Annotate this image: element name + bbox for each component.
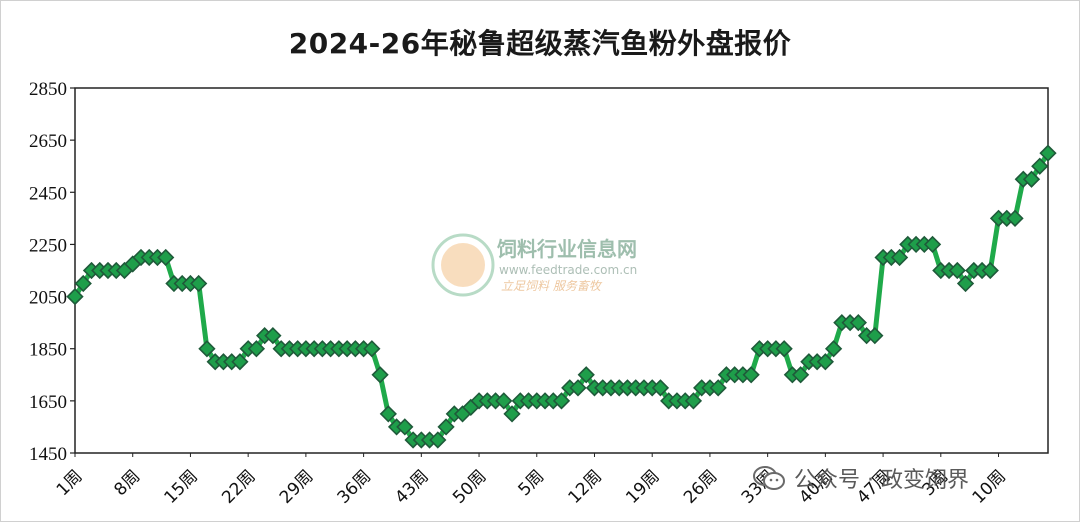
data-point	[157, 248, 175, 267]
x-tick-label: 22周	[218, 466, 259, 507]
watermark-name: 饲料行业信息网	[496, 237, 637, 261]
data-point	[198, 340, 216, 358]
data-point	[824, 340, 843, 358]
data-point	[651, 379, 670, 397]
y-tick-label: 2050	[29, 288, 67, 309]
watermark-slogan: 立足饲料 服务畜牧	[501, 279, 603, 293]
data-point	[1006, 209, 1024, 227]
data-point	[866, 327, 884, 345]
data-point	[1022, 170, 1041, 188]
x-tick-label: 43周	[391, 466, 432, 507]
watermark-logo-icon	[431, 233, 495, 297]
chart-title: 2024-26年秘鲁超级蒸汽鱼粉外盘报价	[288, 27, 792, 60]
x-tick-label: 19周	[622, 466, 663, 507]
plot-border	[74, 87, 1049, 454]
data-point	[247, 340, 266, 358]
x-tick-label: 12周	[565, 466, 606, 507]
footer-brand-text: 公众号 · 政变饲界	[794, 468, 969, 493]
watermark-url: www.feedtrade.com.cn	[499, 263, 637, 277]
watermark-logo-inner	[441, 243, 485, 287]
data-point	[948, 261, 966, 280]
wechat-icon	[753, 466, 785, 490]
data-point	[849, 314, 867, 332]
data-point	[503, 405, 521, 423]
data-point	[231, 353, 249, 371]
data-point	[437, 418, 455, 436]
data-point	[396, 418, 414, 436]
data-point	[371, 366, 389, 384]
data-point	[684, 392, 703, 410]
data-point	[577, 366, 595, 384]
data-point	[569, 379, 587, 397]
y-tick-label: 2450	[29, 183, 67, 204]
data-point	[775, 340, 793, 358]
data-point	[429, 431, 447, 449]
watermark: 饲料行业信息网 www.feedtrade.com.cn 立足饲料 服务畜牧	[431, 233, 637, 297]
data-point	[981, 261, 999, 280]
data-point	[363, 340, 381, 358]
y-tick-label: 2250	[29, 235, 67, 256]
y-tick-label: 2850	[29, 79, 67, 100]
data-point	[552, 392, 571, 410]
data-point	[923, 235, 942, 254]
y-tick-label: 1850	[29, 340, 67, 361]
x-tick-label: 36周	[334, 466, 375, 507]
x-tick-label: 26周	[680, 466, 721, 507]
data-point	[264, 327, 282, 345]
data-point	[74, 274, 92, 293]
data-point	[890, 248, 909, 267]
y-tick-label: 1650	[29, 392, 67, 413]
x-tick-label: 15周	[161, 466, 202, 507]
y-tick-label: 1450	[29, 444, 67, 465]
data-point	[816, 353, 834, 371]
data-point	[190, 274, 208, 293]
x-tick-label: 1周	[53, 466, 87, 500]
x-tick-label: 29周	[276, 466, 317, 507]
data-point	[1039, 144, 1057, 162]
data-point	[791, 366, 810, 384]
x-tick-label: 50周	[449, 466, 490, 507]
x-tick-label: 8周	[110, 466, 144, 500]
data-point	[495, 392, 513, 410]
x-tick-label: 10周	[969, 466, 1010, 507]
footer-brand: 公众号 · 政变饲界	[752, 462, 969, 494]
y-tick-label: 2650	[29, 131, 67, 152]
data-point	[742, 366, 760, 384]
data-point	[379, 405, 397, 423]
x-tick-label: 5周	[514, 466, 548, 500]
data-point	[66, 287, 84, 306]
data-point	[956, 274, 975, 293]
data-point	[709, 379, 727, 397]
data-point	[1031, 157, 1049, 175]
